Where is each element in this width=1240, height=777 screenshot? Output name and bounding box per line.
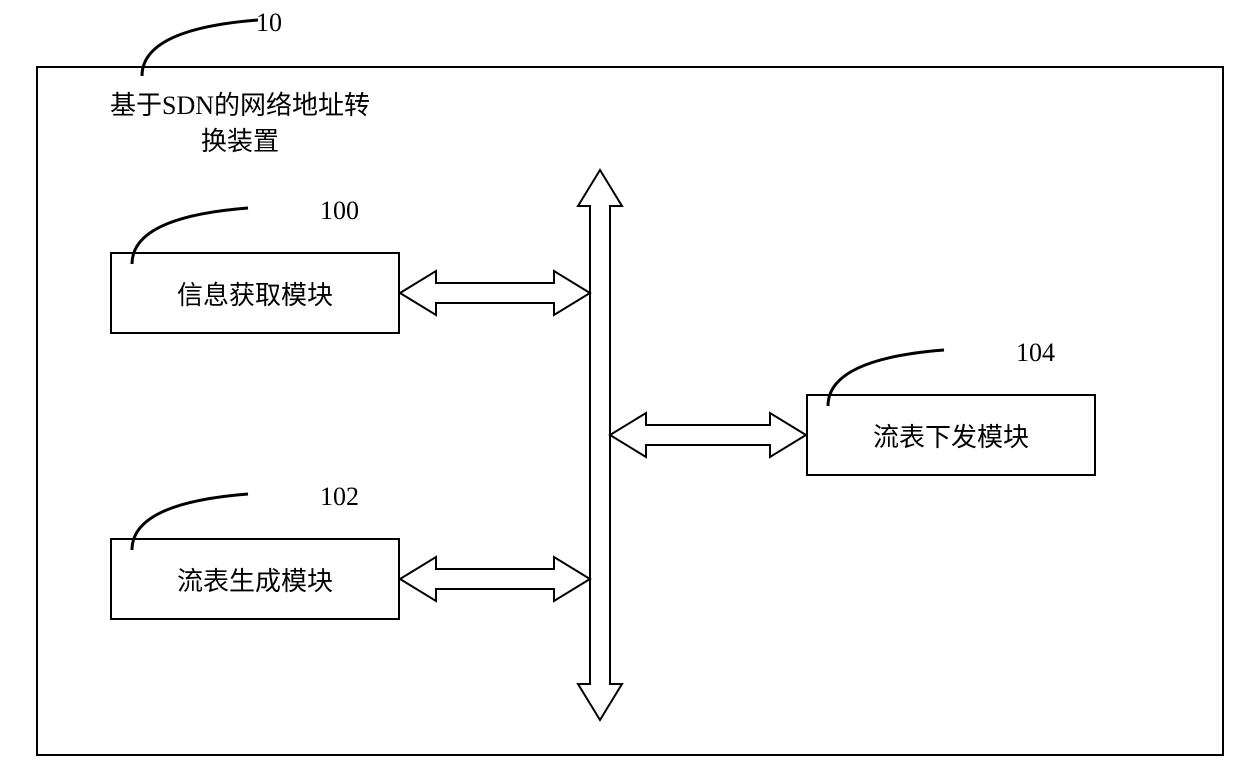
horizontal-double-arrow-1 (400, 557, 590, 601)
horizontal-double-arrow-0 (400, 271, 590, 315)
connectors-layer (0, 0, 1240, 777)
vertical-bus-double-arrow (578, 170, 622, 720)
horizontal-double-arrow-2 (610, 413, 806, 457)
diagram-canvas: 基于SDN的网络地址转 换装置 10 信息获取模块100流表生成模块102流表下… (0, 0, 1240, 777)
